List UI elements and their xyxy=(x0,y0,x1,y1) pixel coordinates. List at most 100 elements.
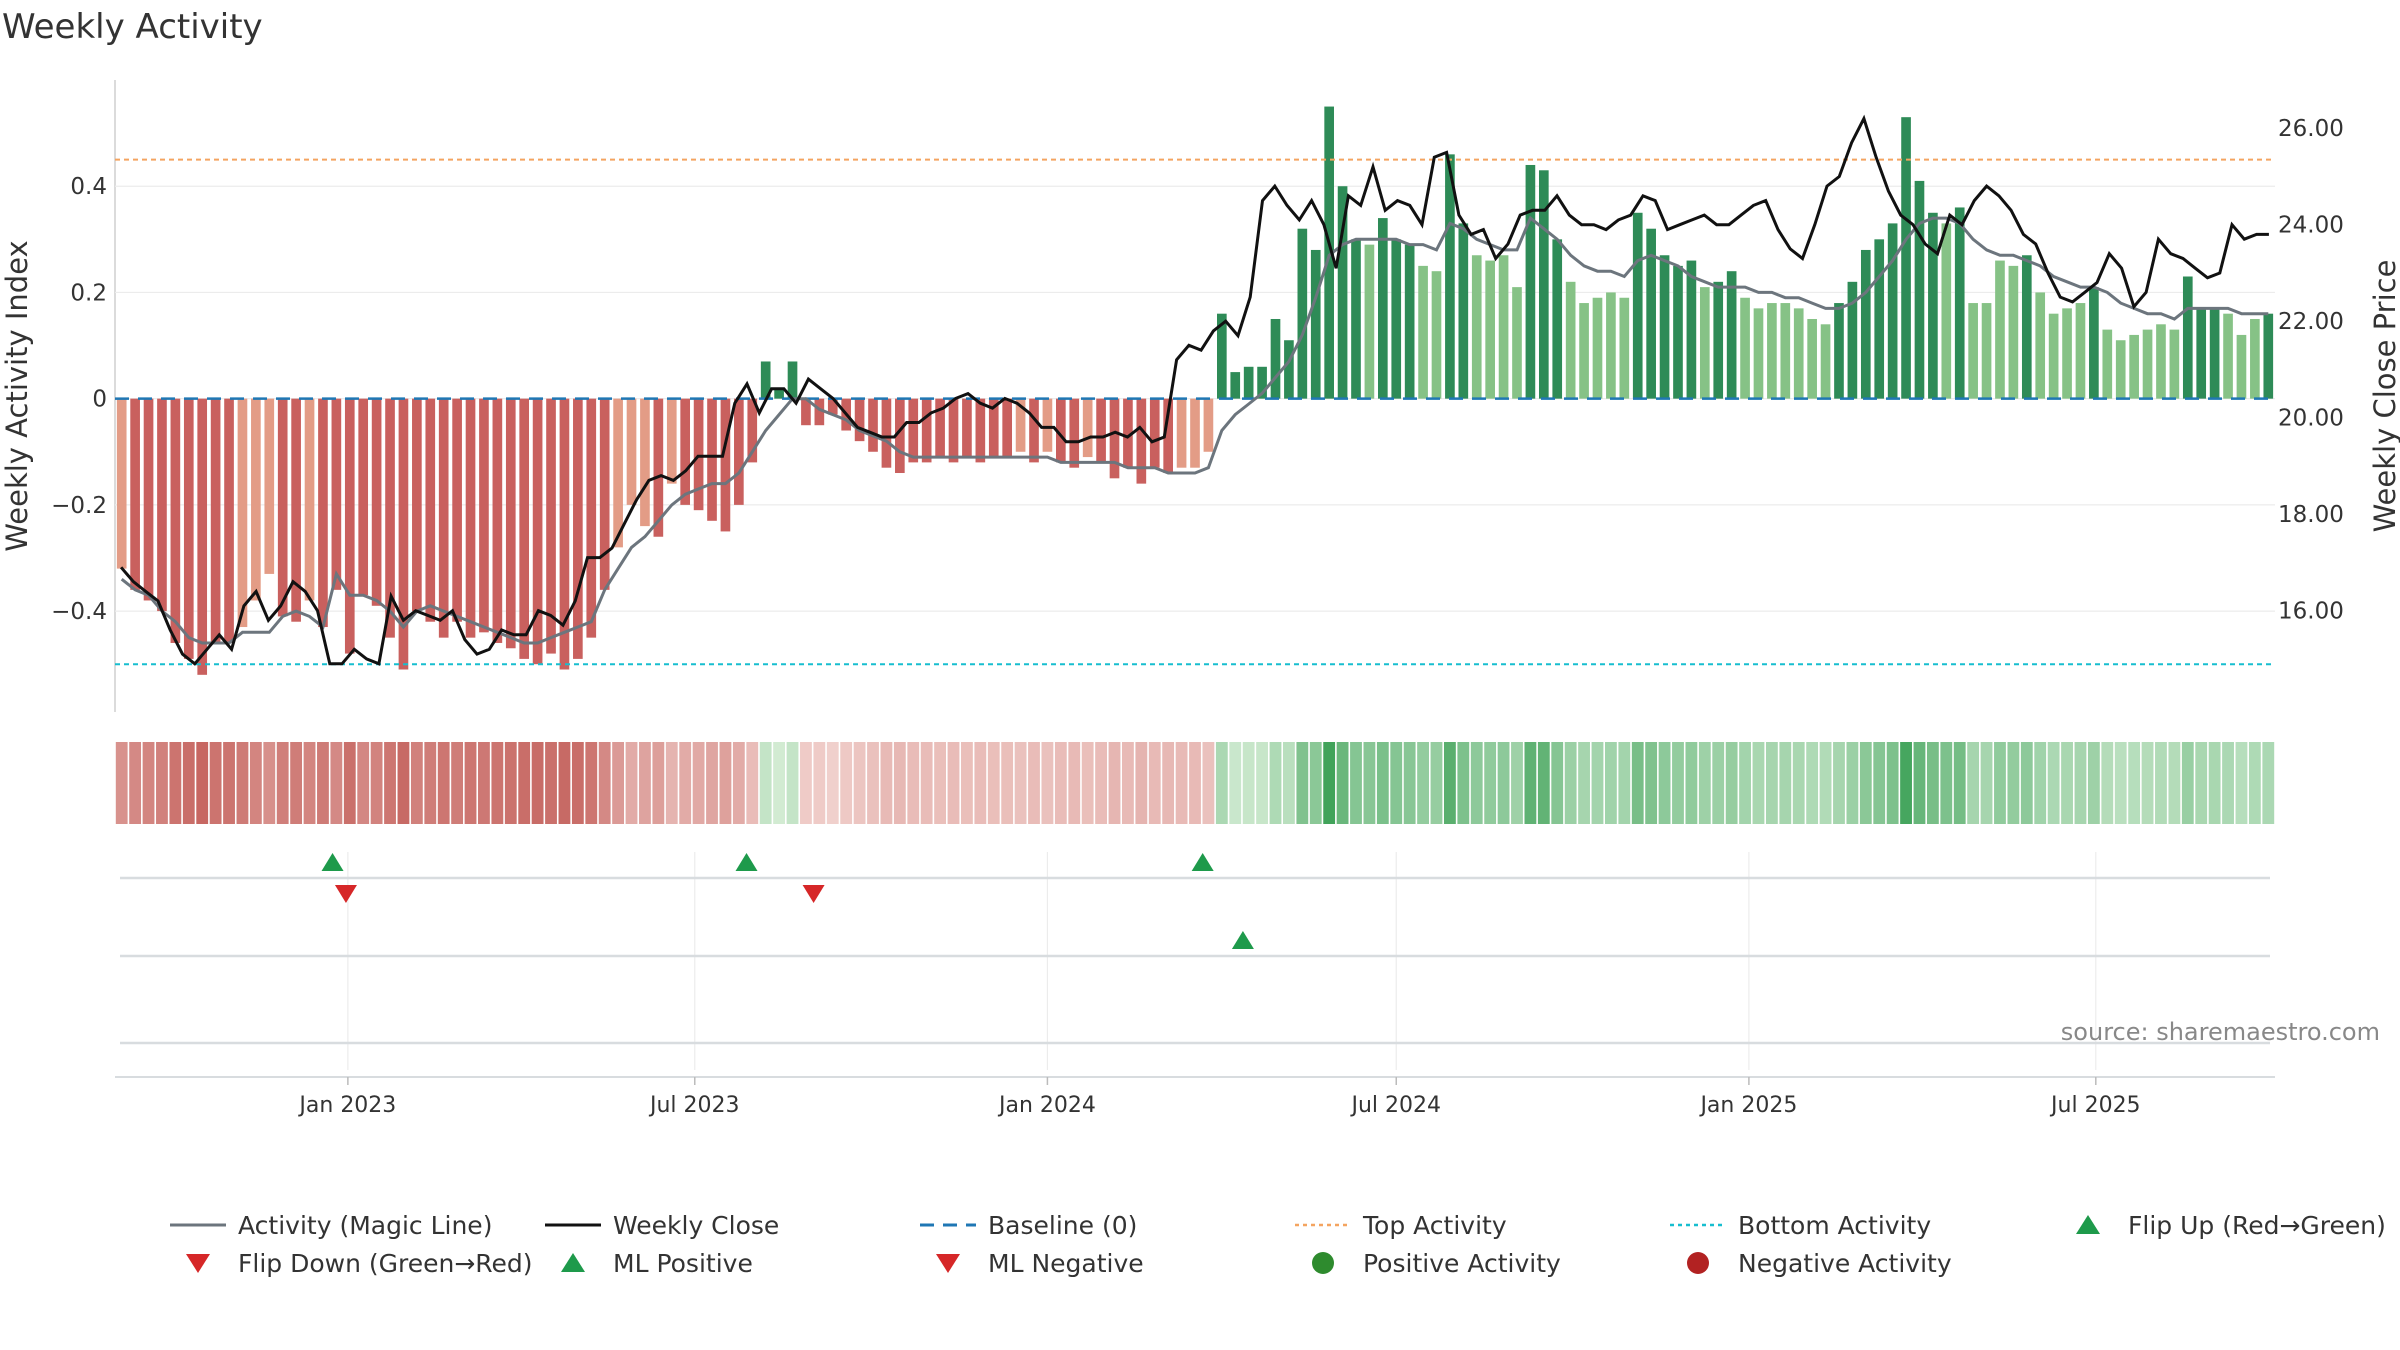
activity-bar xyxy=(1123,398,1133,468)
activity-bar xyxy=(895,398,905,474)
activity-bar xyxy=(1190,398,1200,468)
heat-cell xyxy=(1819,742,1832,824)
heat-cell xyxy=(1712,742,1725,824)
heat-cell xyxy=(652,742,665,824)
heat-cell xyxy=(961,742,973,824)
activity-bar xyxy=(1002,398,1013,458)
activity-bar xyxy=(1901,117,1911,399)
legend-label: Baseline (0) xyxy=(988,1211,1137,1240)
activity-bar xyxy=(1445,154,1455,399)
activity-bar xyxy=(1284,340,1294,399)
activity-bar xyxy=(1592,297,1603,399)
heat-cell xyxy=(773,742,786,824)
activity-bar xyxy=(1015,398,1026,452)
activity-bar xyxy=(412,398,422,612)
activity-bar xyxy=(1552,239,1563,399)
heat-cell xyxy=(987,742,1000,824)
heat-cell xyxy=(585,742,598,824)
activity-bar xyxy=(1377,218,1388,399)
activity-bar xyxy=(1820,324,1831,399)
heat-cell xyxy=(2128,742,2141,824)
activity-bar xyxy=(1136,398,1147,484)
heat-cell xyxy=(625,742,638,824)
activity-bar xyxy=(1780,303,1791,399)
legend: Activity (Magic Line) Weekly Close Baselin… xyxy=(170,1211,2386,1278)
activity-bar xyxy=(1431,271,1442,399)
heat-cell xyxy=(223,742,235,824)
heat-cell xyxy=(2168,742,2181,824)
heat-cell xyxy=(1806,742,1819,824)
activity-bar xyxy=(1767,303,1777,399)
activity-bar xyxy=(1243,366,1254,399)
activity-bar xyxy=(224,398,234,643)
marker-panel xyxy=(115,852,2275,1078)
heat-cell xyxy=(759,742,772,824)
activity-bar xyxy=(1096,398,1106,463)
activity-bar xyxy=(1029,398,1039,463)
heat-strip xyxy=(115,742,2275,824)
activity-bar xyxy=(1082,398,1093,458)
activity-bar xyxy=(988,398,999,458)
legend-swatch xyxy=(2076,1215,2100,1234)
activity-bar xyxy=(425,398,436,622)
heat-cell xyxy=(1054,742,1067,824)
heat-cell xyxy=(920,742,933,824)
activity-bar xyxy=(1713,281,1724,399)
heat-cell xyxy=(1256,742,1268,824)
heat-cell xyxy=(2007,742,2020,824)
legend-swatch xyxy=(561,1253,585,1272)
activity-bar xyxy=(2196,308,2207,399)
activity-bar xyxy=(707,398,717,521)
heat-cell xyxy=(1685,742,1698,824)
heat-cell xyxy=(2020,742,2033,824)
activity-bar xyxy=(1579,303,1589,399)
heat-cell xyxy=(1014,742,1027,824)
activity-bar xyxy=(2209,308,2220,399)
heat-cell xyxy=(1430,742,1443,824)
activity-bar xyxy=(1525,164,1536,399)
activity-bar xyxy=(586,398,597,638)
activity-bar xyxy=(1404,244,1415,399)
flip-up-marker xyxy=(1191,853,1214,871)
heat-cell xyxy=(1926,742,1939,824)
activity-bar xyxy=(1673,265,1683,399)
heat-cell xyxy=(196,742,209,824)
activity-bar xyxy=(1659,255,1670,399)
heat-cell xyxy=(1162,742,1175,824)
heat-cell xyxy=(1175,742,1188,824)
activity-bar xyxy=(2075,303,2086,399)
activity-bar xyxy=(519,398,530,659)
heat-cell xyxy=(1309,742,1322,824)
heat-cell xyxy=(1739,742,1751,824)
heat-cell xyxy=(853,742,866,824)
legend-label: Flip Up (Red→Green) xyxy=(2128,1211,2386,1240)
activity-bar xyxy=(1270,318,1281,399)
activity-bar xyxy=(948,398,959,463)
activity-bar xyxy=(975,398,986,463)
activity-bar xyxy=(2062,308,2072,399)
heat-cell xyxy=(2034,742,2047,824)
heat-cell xyxy=(1604,742,1617,824)
activity-bar xyxy=(2048,313,2059,399)
legend-label: ML Positive xyxy=(613,1249,753,1278)
activity-bar xyxy=(1203,398,1214,452)
activity-bar xyxy=(304,398,315,601)
heat-cell xyxy=(1403,742,1416,824)
heat-cell xyxy=(169,742,182,824)
activity-bar xyxy=(1646,228,1656,399)
heat-cell xyxy=(2101,742,2114,824)
heat-cell xyxy=(1658,742,1671,824)
activity-bar xyxy=(2182,276,2193,399)
activity-bar xyxy=(653,398,664,537)
heat-cell xyxy=(840,742,853,824)
flip-down-marker xyxy=(334,885,357,903)
heat-cell xyxy=(1283,742,1295,824)
heat-cell xyxy=(1591,742,1604,824)
activity-bar xyxy=(1954,207,1965,399)
heat-cell xyxy=(732,742,745,824)
legend-swatch xyxy=(186,1254,210,1273)
activity-bar xyxy=(1538,170,1549,399)
heat-cell xyxy=(263,742,276,824)
heat-cell xyxy=(410,742,423,824)
activity-bar xyxy=(237,398,248,628)
